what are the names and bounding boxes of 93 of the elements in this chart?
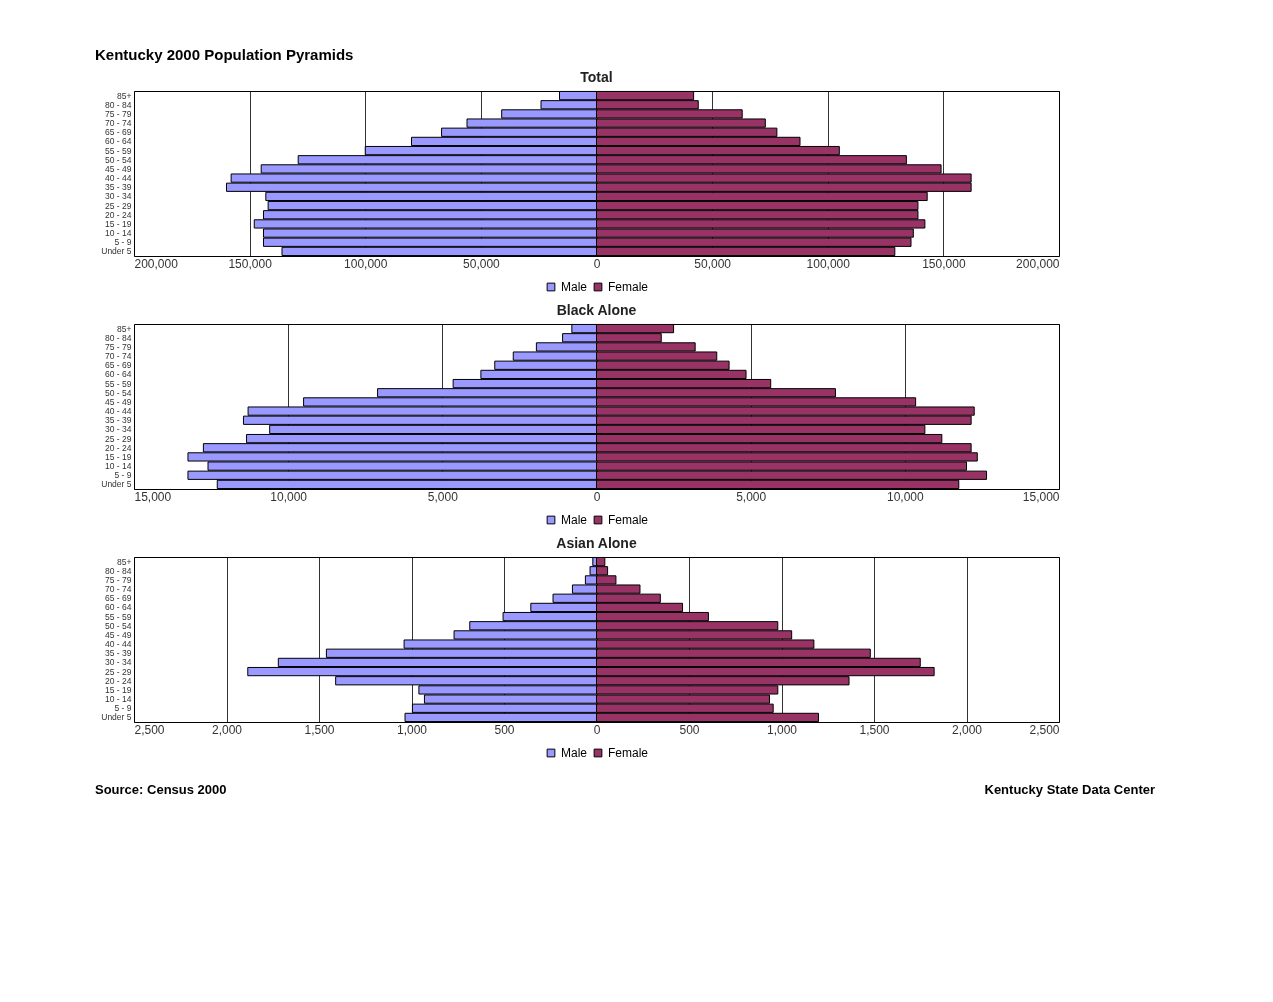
- legend-label: Male: [561, 513, 588, 527]
- x-tick-label: 5,000: [736, 489, 767, 504]
- x-tick-label: 2,500: [134, 722, 165, 737]
- y-tick-label: Under 5: [101, 246, 132, 257]
- x-tick-label: 50,000: [694, 256, 732, 271]
- y-tick-label: 20 - 24: [105, 209, 132, 220]
- y-tick-label: 60 - 64: [105, 369, 132, 380]
- y-tick-label: 80 - 84: [105, 565, 132, 576]
- y-tick-label: 85+: [117, 90, 132, 101]
- y-tick-label: 30 - 34: [105, 424, 132, 435]
- y-tick-label: 20 - 24: [105, 442, 132, 453]
- y-tick-label: 10 - 14: [105, 694, 132, 705]
- x-tick-label: 0: [593, 722, 601, 737]
- y-tick-label: 45 - 49: [105, 396, 132, 407]
- y-tick-label: 60 - 64: [105, 136, 132, 147]
- y-tick-label: 10 - 14: [105, 461, 132, 472]
- y-tick-label: 70 - 74: [105, 118, 132, 129]
- x-tick-label: 2,000: [951, 722, 983, 737]
- y-tick-label: Under 5: [101, 712, 132, 723]
- y-tick-label: 80 - 84: [105, 99, 132, 110]
- x-tick-label: 10,000: [270, 489, 308, 504]
- x-tick-label: 2,000: [211, 722, 243, 737]
- chart-title: Asian Alone: [556, 534, 637, 551]
- legend-label: Female: [608, 746, 649, 760]
- y-tick-label: 10 - 14: [105, 228, 132, 239]
- y-tick-label: 5 - 9: [114, 470, 132, 481]
- y-tick-label: 15 - 19: [105, 218, 132, 229]
- x-tick-label: 15,000: [1022, 489, 1060, 504]
- y-tick-label: 15 - 19: [105, 684, 132, 695]
- x-tick-label: 100,000: [344, 256, 388, 271]
- y-tick-label: 30 - 34: [105, 191, 132, 202]
- x-tick-label: 100,000: [806, 256, 851, 271]
- y-tick-label: 85+: [117, 323, 132, 334]
- x-tick-label: 1,000: [396, 722, 428, 737]
- y-tick-label: 25 - 29: [105, 200, 132, 211]
- chart-title: Kentucky 2000 Population Pyramids: [95, 46, 355, 63]
- x-tick-label: 1,500: [304, 722, 335, 737]
- y-tick-label: 80 - 84: [105, 332, 132, 343]
- x-tick-label: 200,000: [134, 256, 179, 271]
- y-tick-label: 70 - 74: [105, 584, 132, 595]
- y-tick-label: 40 - 44: [105, 406, 132, 417]
- x-tick-label: 150,000: [228, 256, 273, 271]
- y-tick-label: 55 - 59: [105, 611, 132, 622]
- x-tick-label: 500: [494, 722, 515, 737]
- x-tick-label: 5,000: [427, 489, 459, 504]
- legend-label: Female: [608, 513, 649, 527]
- y-tick-label: 25 - 29: [105, 666, 132, 677]
- x-tick-label: 500: [679, 722, 700, 737]
- y-tick-label: 5 - 9: [114, 703, 132, 714]
- y-tick-label: 70 - 74: [105, 351, 132, 362]
- y-tick-label: 75 - 79: [105, 574, 132, 585]
- y-tick-label: 40 - 44: [105, 173, 132, 184]
- y-tick-label: 85+: [117, 556, 132, 567]
- chart-title: Black Alone: [556, 301, 637, 318]
- y-tick-label: 50 - 54: [105, 387, 132, 398]
- y-tick-label: 60 - 64: [105, 602, 132, 613]
- y-tick-label: 50 - 54: [105, 620, 132, 631]
- y-tick-label: 35 - 39: [105, 182, 132, 193]
- legend-label: Female: [608, 280, 649, 294]
- y-tick-label: 20 - 24: [105, 675, 132, 686]
- y-tick-label: 35 - 39: [105, 648, 132, 659]
- y-tick-label: 75 - 79: [105, 341, 132, 352]
- y-tick-label: 35 - 39: [105, 415, 132, 426]
- x-tick-label: 15,000: [134, 489, 172, 504]
- x-tick-label: 150,000: [922, 256, 966, 271]
- y-tick-label: 40 - 44: [105, 639, 132, 650]
- x-tick-label: 10,000: [886, 489, 925, 504]
- y-tick-label: Under 5: [101, 479, 132, 490]
- x-tick-label: 1,000: [766, 722, 798, 737]
- y-tick-label: 5 - 9: [114, 237, 132, 248]
- y-tick-label: 30 - 34: [105, 657, 132, 668]
- y-tick-label: 45 - 49: [105, 163, 132, 174]
- y-tick-label: 25 - 29: [105, 433, 132, 444]
- y-tick-label: 50 - 54: [105, 154, 132, 165]
- y-tick-label: 55 - 59: [105, 145, 132, 156]
- x-tick-label: 0: [593, 489, 601, 504]
- y-tick-label: 65 - 69: [105, 593, 132, 604]
- y-tick-label: 65 - 69: [105, 360, 132, 371]
- legend-label: Male: [561, 280, 588, 294]
- x-tick-label: 2,500: [1029, 722, 1060, 737]
- x-tick-label: 1,500: [859, 722, 890, 737]
- y-tick-label: 45 - 49: [105, 629, 132, 640]
- x-tick-label: 0: [593, 256, 601, 271]
- x-tick-label: 50,000: [463, 256, 501, 271]
- chart-subtitle: Total: [580, 68, 613, 85]
- text: Kentucky State Data Center: [984, 782, 1155, 797]
- source-note: Source: Census 2000: [95, 782, 227, 797]
- y-tick-label: 15 - 19: [105, 451, 132, 462]
- y-tick-label: 55 - 59: [105, 378, 132, 389]
- legend-label: Male: [561, 746, 588, 760]
- y-tick-label: 65 - 69: [105, 127, 132, 138]
- x-tick-label: 200,000: [1016, 256, 1060, 271]
- y-tick-label: 75 - 79: [105, 108, 132, 119]
